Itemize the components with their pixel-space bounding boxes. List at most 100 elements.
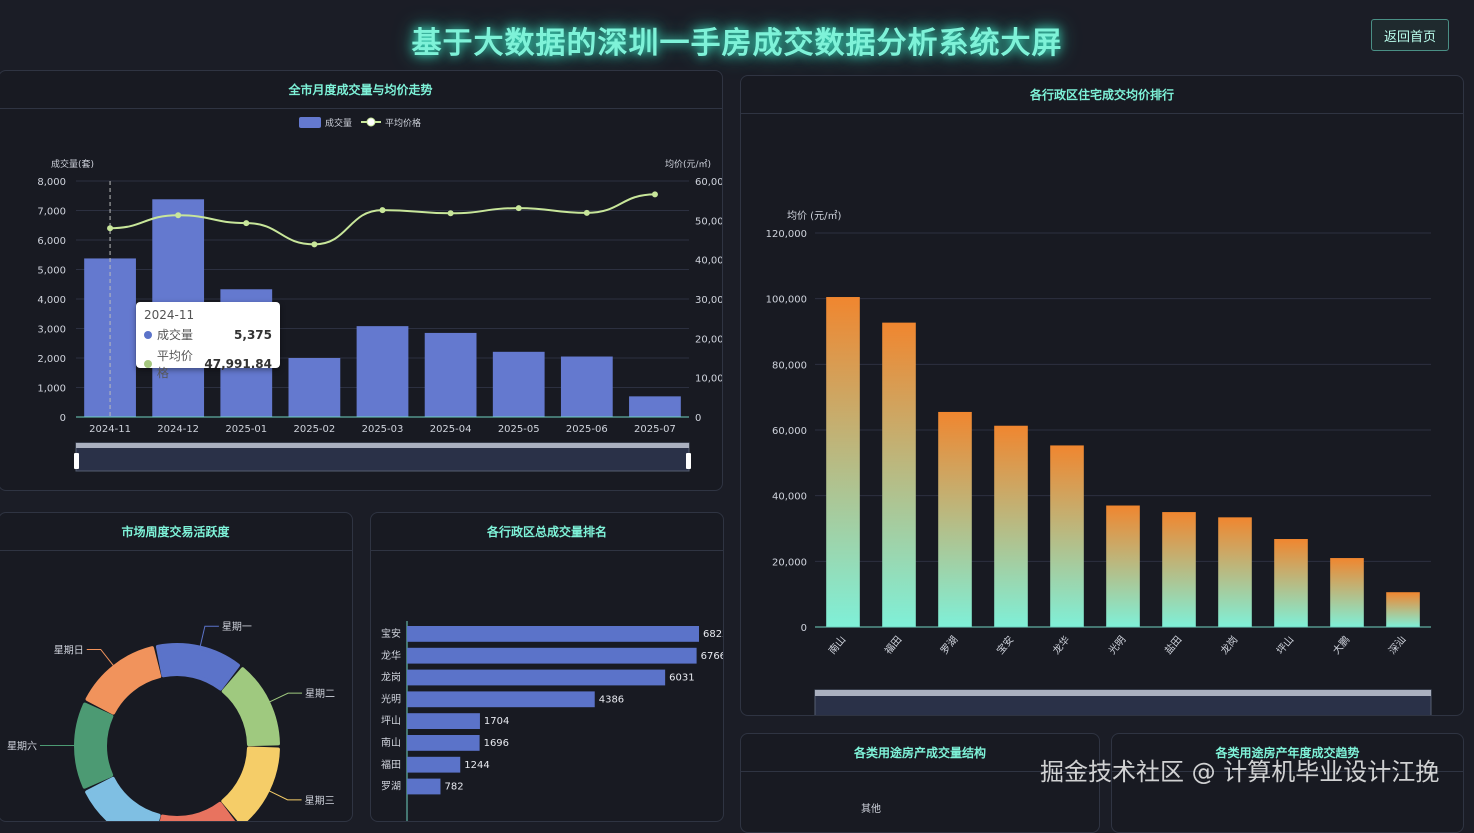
bar bbox=[561, 357, 613, 417]
bar bbox=[407, 648, 697, 664]
bar bbox=[1106, 506, 1140, 627]
slice-label: 星期二 bbox=[305, 688, 335, 700]
x-tick-label: 2025-06 bbox=[566, 424, 608, 435]
bar bbox=[357, 326, 409, 417]
tooltip-value: 47,991.84 bbox=[204, 357, 272, 371]
monthly-chart[interactable]: 01,0002,0003,0004,0005,0006,0007,0008,00… bbox=[0, 71, 723, 491]
weekly-donut-chart[interactable]: 星期一星期二星期三星期四星期五星期六星期日 bbox=[0, 513, 353, 822]
x-tick-label: 南山 bbox=[826, 633, 849, 657]
district-price-chart[interactable]: 020,00040,00060,00080,000100,000120,000均… bbox=[741, 76, 1464, 716]
donut-slice bbox=[224, 669, 278, 744]
district-volume-panel: 各行政区总成交量排名 6822宝安6766龙华6031龙岗4386光明1704坪… bbox=[370, 512, 724, 822]
y-tick-label: 宝安 bbox=[381, 627, 401, 640]
bar bbox=[425, 333, 477, 417]
legend-swatch-volume bbox=[299, 117, 321, 128]
y-tick-label: 20,000 bbox=[772, 557, 807, 568]
y-tick-label: 7,000 bbox=[37, 207, 66, 218]
bar bbox=[407, 626, 699, 642]
y-tick-label: 龙岗 bbox=[381, 671, 401, 684]
y-tick-label: 8,000 bbox=[37, 177, 66, 188]
tooltip-value: 5,375 bbox=[234, 328, 272, 342]
y-tick-label: 6,000 bbox=[37, 236, 66, 247]
y-right-tick-label: 30,000 bbox=[695, 295, 723, 306]
bar-value-label: 6822 bbox=[703, 629, 724, 640]
price-point bbox=[448, 210, 454, 216]
weekly-panel: 市场周度交易活跃度 星期一星期二星期三星期四星期五星期六星期日 bbox=[0, 512, 353, 822]
bar-value-label: 6031 bbox=[669, 673, 694, 684]
label-line bbox=[268, 790, 302, 800]
bar bbox=[493, 352, 545, 417]
bar-value-label: 6766 bbox=[701, 651, 724, 662]
district-volume-chart[interactable]: 6822宝安6766龙华6031龙岗4386光明1704坪山1696南山1244… bbox=[371, 513, 724, 822]
x-tick-label: 罗湖 bbox=[938, 634, 960, 657]
x-tick-label: 2025-07 bbox=[634, 424, 676, 435]
donut-slice bbox=[158, 645, 238, 689]
x-tick-label: 大鹏 bbox=[1330, 633, 1353, 657]
price-point bbox=[516, 205, 522, 211]
bar bbox=[407, 713, 480, 729]
bar-value-label: 1244 bbox=[464, 760, 489, 771]
bar bbox=[289, 358, 341, 417]
tooltip-label: 成交量 bbox=[157, 326, 193, 343]
bar bbox=[407, 735, 480, 751]
label-line bbox=[200, 626, 219, 647]
x-tick-label: 宝安 bbox=[994, 633, 1017, 657]
y-tick-label: 1,000 bbox=[37, 384, 66, 395]
bar bbox=[1274, 539, 1308, 627]
datazoom-handle[interactable] bbox=[74, 453, 79, 469]
watermark: 掘金技术社区 @ 计算机毕业设计江挽 bbox=[1040, 752, 1439, 787]
x-tick-label: 2025-05 bbox=[498, 424, 540, 435]
back-home-button[interactable]: 返回首页 bbox=[1371, 19, 1449, 51]
bar bbox=[994, 426, 1028, 627]
bar bbox=[826, 297, 860, 627]
x-tick-label: 光明 bbox=[1106, 633, 1129, 657]
price-point bbox=[584, 210, 590, 216]
y-right-tick-label: 0 bbox=[695, 413, 701, 424]
bar bbox=[1386, 592, 1420, 627]
page-title: 基于大数据的深圳一手房成交数据分析系统大屏 bbox=[0, 18, 1474, 62]
y-right-tick-label: 20,000 bbox=[695, 334, 723, 345]
legend-label: 平均价格 bbox=[385, 117, 421, 129]
slice-label: 星期日 bbox=[54, 644, 84, 656]
y-tick-label: 光明 bbox=[381, 692, 401, 705]
x-tick-label: 龙华 bbox=[1050, 633, 1073, 657]
x-tick-label: 2024-11 bbox=[89, 424, 131, 435]
y-right-tick-label: 60,000 bbox=[695, 177, 723, 188]
datazoom-bar bbox=[815, 690, 1431, 696]
datazoom-bar bbox=[76, 443, 689, 448]
datazoom-handle[interactable] bbox=[686, 453, 691, 469]
y-axis-title: 均价 (元/㎡) bbox=[787, 210, 841, 222]
y-tick-label: 坪山 bbox=[381, 714, 401, 727]
y-tick-label: 福田 bbox=[381, 758, 401, 771]
legend-label: 成交量 bbox=[325, 117, 352, 129]
bar bbox=[1050, 445, 1084, 627]
bar bbox=[938, 412, 972, 627]
y-tick-label: 南山 bbox=[381, 736, 401, 749]
bar bbox=[407, 670, 665, 686]
tooltip-label: 平均价格 bbox=[157, 347, 205, 381]
x-tick-label: 盐田 bbox=[1162, 633, 1185, 657]
y-tick-label: 3,000 bbox=[37, 325, 66, 336]
bar-value-label: 1696 bbox=[484, 738, 509, 749]
x-tick-label: 2025-03 bbox=[362, 424, 404, 435]
bar bbox=[1162, 512, 1196, 627]
x-tick-label: 深汕 bbox=[1386, 634, 1408, 657]
y-tick-label: 4,000 bbox=[37, 295, 66, 306]
bar bbox=[407, 691, 595, 707]
legend-marker bbox=[367, 118, 375, 126]
y-right-tick-label: 50,000 bbox=[695, 216, 723, 227]
y-right-tick-label: 10,000 bbox=[695, 374, 723, 385]
price-point bbox=[652, 191, 658, 197]
pie-label: 其他 bbox=[861, 800, 881, 815]
x-tick-label: 福田 bbox=[882, 633, 905, 657]
y-tick-label: 80,000 bbox=[772, 360, 807, 371]
price-point bbox=[107, 225, 113, 231]
tooltip-row: 成交量 5,375 bbox=[144, 326, 272, 343]
label-line bbox=[87, 649, 115, 666]
slice-label: 星期一 bbox=[222, 621, 252, 633]
bar bbox=[629, 396, 681, 417]
y-tick-label: 龙华 bbox=[381, 649, 401, 662]
donut-slice bbox=[87, 779, 158, 822]
